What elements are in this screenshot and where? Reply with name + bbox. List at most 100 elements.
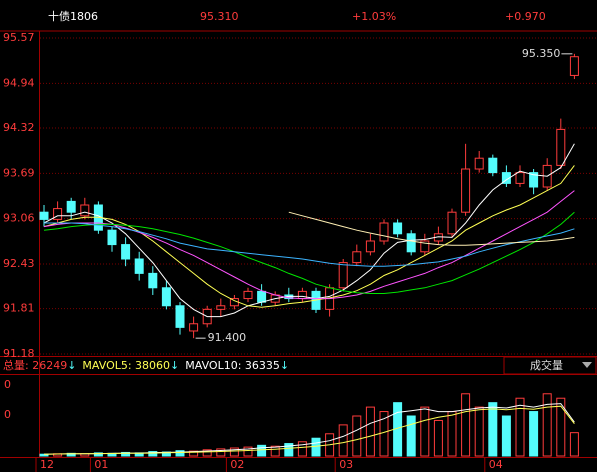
y-tick-label: 94.32: [3, 121, 35, 134]
candle-body: [474, 157, 484, 170]
candle-body: [257, 290, 267, 303]
x-tick-label: 12: [40, 458, 54, 471]
volume-bar: [433, 419, 443, 457]
volume-bar: [529, 411, 539, 457]
candle-body: [447, 211, 457, 235]
volume-bar: [148, 451, 158, 457]
volume-legend: 总量: 26249↓ MAVOL5: 38060↓ MAVOL10: 36335↓: [3, 358, 289, 372]
candle-body: [515, 172, 525, 184]
legend-label: MAVOL10: 36335: [185, 359, 280, 372]
candle-body: [66, 200, 76, 213]
candle-body: [216, 305, 226, 310]
y-tick-label: 91.81: [3, 302, 35, 315]
candle-body: [134, 258, 144, 274]
candle-body: [488, 157, 498, 174]
candle-body: [39, 211, 49, 220]
volume-bar: [488, 402, 498, 457]
volume-bar: [569, 432, 579, 457]
volume-bar: [365, 406, 375, 457]
x-tick-label: 03: [339, 458, 353, 471]
moving-average-line: [288, 211, 575, 246]
volume-bar: [257, 444, 267, 457]
y-tick-label: 93.06: [3, 212, 35, 225]
candle-body: [175, 305, 185, 328]
candle-body: [529, 172, 539, 188]
candle-body: [501, 172, 511, 184]
volume-bar: [311, 437, 321, 457]
candle-body: [53, 208, 63, 220]
moving-average-line: [43, 211, 575, 294]
volume-bar: [474, 406, 484, 457]
x-tick-label: 01: [94, 458, 108, 471]
volume-bar: [501, 415, 511, 457]
y-tick-label: 91.18: [3, 347, 35, 360]
volume-axis-label: 0: [4, 378, 11, 391]
y-tick-label: 92.43: [3, 257, 35, 270]
candle-body: [148, 272, 158, 289]
candle-body: [80, 204, 90, 217]
volume-axis-label: 0: [4, 408, 11, 421]
volume-bar: [39, 453, 49, 457]
instrument-name: 十债1806: [48, 9, 98, 23]
candle-body: [297, 290, 307, 300]
change-percent: +1.03%: [352, 10, 396, 23]
candle-body: [379, 222, 389, 242]
volume-bar: [284, 443, 294, 457]
volume-bar: [202, 449, 212, 457]
volume-average-line: [43, 405, 575, 455]
candle-body: [393, 222, 403, 235]
tab-arrow[interactable]: [582, 362, 592, 368]
low-label: 91.400: [208, 331, 247, 344]
y-tick-label: 95.57: [3, 31, 35, 44]
x-tick-label: 04: [489, 458, 503, 471]
x-tick-label: 02: [230, 458, 244, 471]
volume-bar: [121, 451, 131, 457]
tab-box[interactable]: [503, 356, 597, 375]
legend-arrow: ↓: [280, 359, 289, 372]
volume-bar: [216, 448, 226, 457]
volume-bar: [270, 445, 280, 457]
candle-body: [121, 244, 131, 260]
candle-body: [189, 323, 199, 332]
candle-body: [161, 287, 171, 307]
volume-bar: [420, 406, 430, 457]
candle-body: [569, 56, 579, 76]
volume-bar: [515, 397, 525, 457]
candle-body: [461, 168, 471, 213]
y-tick-label: 93.69: [3, 166, 35, 179]
legend-arrow: ↓: [170, 359, 179, 372]
high-label: 95.350: [522, 47, 561, 60]
volume-bar: [461, 393, 471, 457]
volume-bar: [297, 441, 307, 457]
candle-body: [556, 128, 566, 166]
volume-bar: [556, 397, 566, 457]
volume-bar: [447, 411, 457, 457]
candle-body: [406, 233, 416, 253]
legend-label: 总量: 26249: [3, 358, 67, 372]
volume-bar: [229, 447, 239, 457]
volume-bar: [93, 452, 103, 457]
candle-body: [243, 290, 253, 300]
moving-average-line: [43, 143, 575, 318]
volume-bar: [243, 446, 253, 457]
volume-bar: [175, 450, 185, 457]
volume-bar: [338, 424, 348, 457]
volume-tab[interactable]: 成交量: [530, 358, 563, 372]
volume-bar: [542, 393, 552, 457]
volume-bar: [406, 415, 416, 457]
legend-label: MAVOL5: 38060: [82, 359, 170, 372]
last-price: 95.310: [200, 10, 239, 23]
volume-bar: [352, 415, 362, 457]
moving-average-line: [44, 222, 575, 267]
candle-body: [420, 240, 430, 253]
legend-arrow: ↓: [67, 359, 76, 372]
candle-body: [352, 251, 362, 264]
change: +0.970: [505, 10, 546, 23]
y-tick-label: 94.94: [3, 76, 35, 89]
candle-body: [107, 229, 117, 246]
moving-average-line: [43, 165, 575, 308]
candle-body: [338, 262, 348, 289]
